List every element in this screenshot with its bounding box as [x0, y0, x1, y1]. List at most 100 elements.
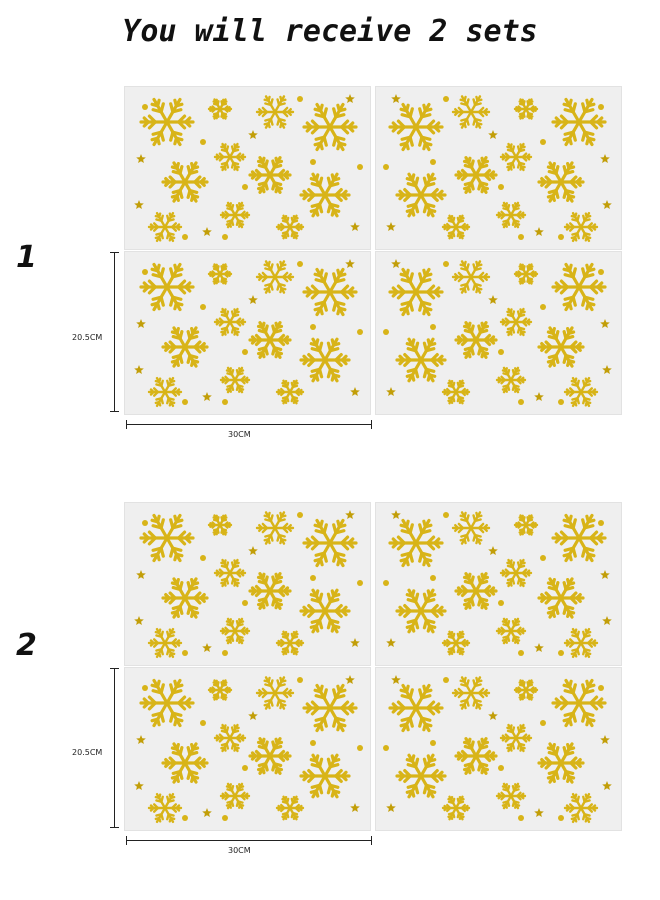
dot-icon — [443, 261, 449, 267]
star-icon — [386, 803, 396, 812]
snowflake-icon — [213, 307, 247, 337]
star-icon — [134, 365, 144, 374]
snowflake-pattern — [383, 675, 612, 824]
star-icon — [386, 638, 396, 647]
snowflake-icon — [213, 723, 247, 753]
snowflake-icon — [139, 513, 195, 563]
snowflake-icon — [537, 742, 585, 784]
height-label: 20.5CM — [72, 748, 103, 757]
snowflake-icon — [551, 97, 607, 147]
dot-icon — [518, 650, 524, 656]
snowflake-icon — [451, 511, 491, 545]
star-icon — [136, 735, 146, 744]
snowflake-icon — [537, 326, 585, 368]
snowflake-icon — [563, 211, 599, 243]
star-icon — [600, 154, 610, 163]
star-icon — [534, 392, 544, 401]
star-icon — [134, 200, 144, 209]
dot-icon — [540, 139, 546, 145]
snowflake-icon — [299, 172, 351, 218]
star-icon — [136, 154, 146, 163]
star-icon — [248, 711, 258, 720]
dot-icon — [222, 815, 228, 821]
set-number-2: 2 — [16, 628, 37, 663]
star-icon — [345, 259, 355, 268]
snowflake-icon — [454, 572, 498, 610]
snowflake-icon — [388, 102, 444, 152]
dot-icon — [242, 600, 248, 606]
width-label: 30CM — [228, 846, 251, 855]
dot-icon — [598, 104, 604, 110]
snowflake-icon — [147, 627, 183, 659]
snowflake-icon — [454, 156, 498, 194]
snowflake-icon — [207, 679, 233, 701]
dot-icon — [518, 815, 524, 821]
snowflake-icon — [513, 514, 539, 536]
star-icon — [600, 735, 610, 744]
snowflake-icon — [388, 683, 444, 733]
snowflake-icon — [207, 263, 233, 285]
sticker-sheet — [124, 502, 371, 666]
snowflake-icon — [219, 366, 251, 394]
snowflake-icon — [551, 513, 607, 563]
width-dimension-line — [126, 420, 372, 429]
height-label: 20.5CM — [72, 333, 103, 342]
dot-icon — [498, 600, 504, 606]
dot-icon — [430, 740, 436, 746]
star-icon — [488, 295, 498, 304]
snowflake-icon — [395, 753, 447, 799]
dot-icon — [310, 575, 316, 581]
snowflake-icon — [161, 161, 209, 203]
snowflake-icon — [139, 262, 195, 312]
snowflake-icon — [219, 782, 251, 810]
dot-icon — [142, 269, 148, 275]
star-icon — [345, 675, 355, 684]
star-icon — [386, 387, 396, 396]
dot-icon — [443, 96, 449, 102]
sticker-sheet — [124, 86, 371, 250]
dot-icon — [200, 304, 206, 310]
star-icon — [350, 222, 360, 231]
snowflake-icon — [495, 782, 527, 810]
snowflake-icon — [537, 577, 585, 619]
dot-icon — [310, 740, 316, 746]
snowflake-icon — [551, 678, 607, 728]
snowflake-pattern — [134, 259, 363, 408]
dot-icon — [222, 650, 228, 656]
snowflake-icon — [299, 337, 351, 383]
star-icon — [488, 546, 498, 555]
set-number-1: 1 — [16, 240, 37, 275]
star-icon — [345, 94, 355, 103]
height-dimension-line — [110, 252, 119, 412]
star-icon — [345, 510, 355, 519]
dot-icon — [443, 512, 449, 518]
dot-icon — [598, 269, 604, 275]
dot-icon — [242, 349, 248, 355]
snowflake-icon — [499, 558, 533, 588]
star-icon — [602, 200, 612, 209]
dot-icon — [297, 677, 303, 683]
snowflake-icon — [563, 376, 599, 408]
dot-icon — [242, 184, 248, 190]
dot-icon — [357, 164, 363, 170]
snowflake-icon — [161, 742, 209, 784]
width-label: 30CM — [228, 430, 251, 439]
dot-icon — [383, 745, 389, 751]
star-icon — [202, 643, 212, 652]
dot-icon — [383, 164, 389, 170]
star-icon — [534, 227, 544, 236]
dot-icon — [297, 261, 303, 267]
star-icon — [136, 319, 146, 328]
dot-icon — [443, 677, 449, 683]
snowflake-icon — [248, 321, 292, 359]
snowflake-icon — [495, 201, 527, 229]
star-icon — [534, 643, 544, 652]
dot-icon — [142, 685, 148, 691]
snowflake-icon — [219, 617, 251, 645]
star-icon — [136, 570, 146, 579]
snowflake-icon — [299, 588, 351, 634]
star-icon — [248, 130, 258, 139]
dot-icon — [200, 555, 206, 561]
snowflake-pattern — [383, 94, 612, 243]
snowflake-icon — [513, 679, 539, 701]
